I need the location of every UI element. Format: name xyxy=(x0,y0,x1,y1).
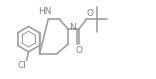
Text: HN: HN xyxy=(39,7,52,16)
Text: O: O xyxy=(87,9,94,18)
Text: Cl: Cl xyxy=(18,61,27,70)
Text: O: O xyxy=(75,46,82,55)
Text: N: N xyxy=(69,23,76,32)
